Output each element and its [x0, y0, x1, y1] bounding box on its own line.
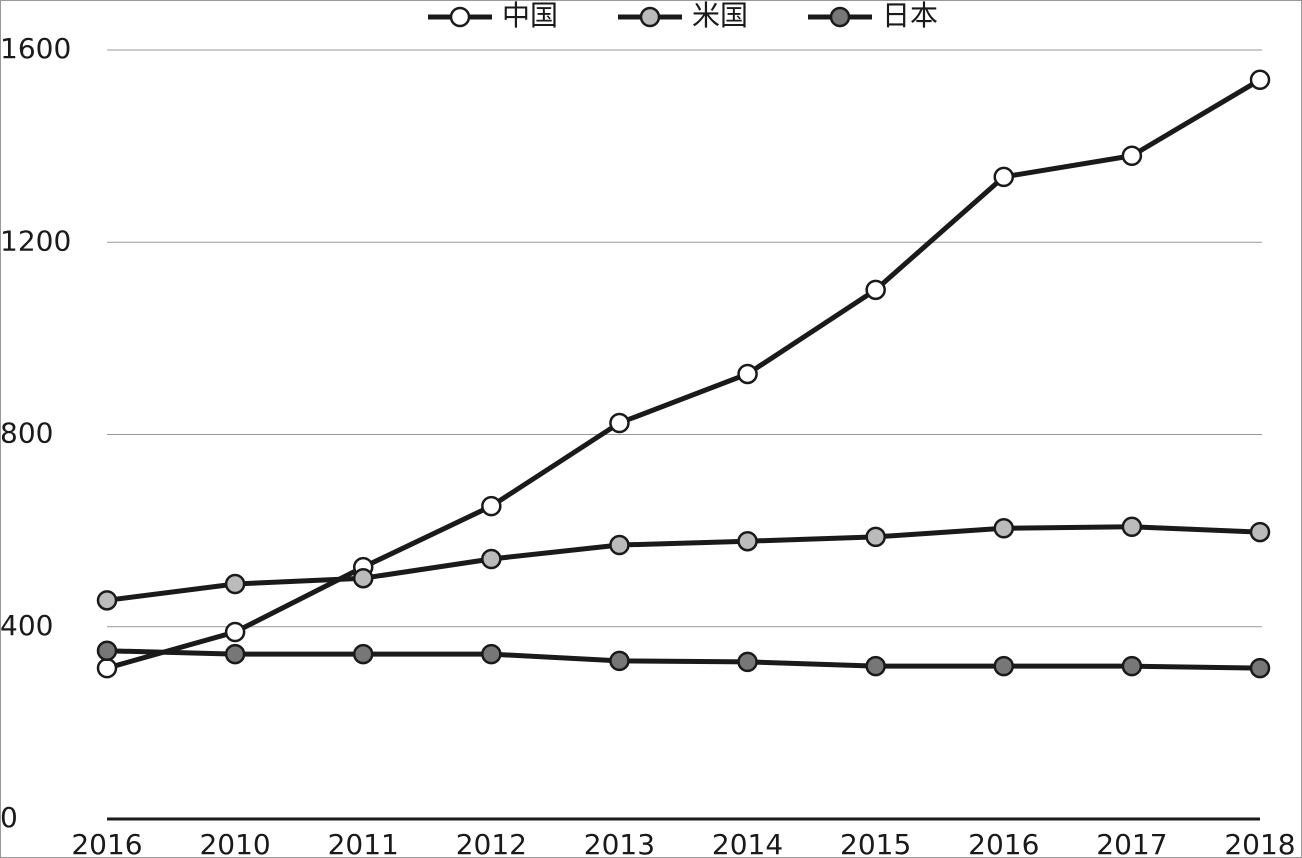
point: [867, 281, 885, 299]
point: [98, 642, 116, 660]
point: [226, 575, 244, 593]
point: [482, 550, 500, 568]
point: [739, 365, 757, 383]
point: [98, 659, 116, 677]
series-line: [107, 651, 1260, 668]
x-tick-label: 2018: [1224, 828, 1295, 858]
x-tick-label: 2010: [199, 828, 270, 858]
point: [610, 652, 628, 670]
point: [1251, 523, 1269, 541]
point: [482, 497, 500, 515]
point: [610, 536, 628, 554]
point: [354, 569, 372, 587]
point: [739, 532, 757, 550]
point: [995, 657, 1013, 675]
x-tick-label: 2011: [328, 828, 399, 858]
legend-label: 米国: [692, 0, 748, 32]
y-tick-label: 1600: [0, 32, 71, 65]
x-tick-label: 2015: [840, 828, 911, 858]
point: [482, 645, 500, 663]
point: [995, 519, 1013, 537]
y-tick-label: 1200: [0, 224, 71, 257]
x-tick-label: 2014: [712, 828, 783, 858]
x-tick-label: 2016: [968, 828, 1039, 858]
point: [1123, 518, 1141, 536]
point: [1123, 147, 1141, 165]
point: [1251, 659, 1269, 677]
point: [610, 414, 628, 432]
point: [354, 645, 372, 663]
legend-label: 日本: [882, 0, 938, 32]
point: [1251, 71, 1269, 89]
point: [867, 528, 885, 546]
legend-marker: [451, 8, 469, 26]
y-tick-label: 0: [0, 801, 18, 834]
y-tick-label: 800: [0, 417, 53, 450]
legend-marker: [641, 8, 659, 26]
point: [226, 623, 244, 641]
point: [995, 168, 1013, 186]
series-line: [107, 527, 1260, 601]
y-tick-label: 400: [0, 609, 53, 642]
x-tick-label: 2012: [456, 828, 527, 858]
x-tick-label: 2016: [71, 828, 142, 858]
point: [98, 591, 116, 609]
x-tick-label: 2017: [1096, 828, 1167, 858]
point: [867, 657, 885, 675]
legend-label: 中国: [502, 0, 558, 32]
point: [739, 653, 757, 671]
x-tick-label: 2013: [584, 828, 655, 858]
legend-marker: [831, 8, 849, 26]
point: [226, 645, 244, 663]
point: [1123, 657, 1141, 675]
